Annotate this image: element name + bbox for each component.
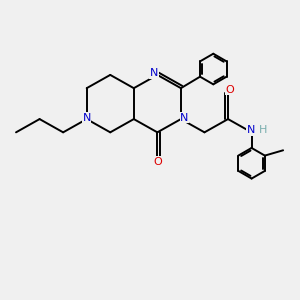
- Text: O: O: [225, 85, 234, 95]
- Text: H: H: [259, 125, 267, 135]
- Text: N: N: [82, 112, 91, 123]
- Text: O: O: [153, 157, 162, 167]
- Text: N: N: [180, 112, 189, 123]
- Text: N: N: [150, 68, 158, 78]
- Text: N: N: [247, 125, 255, 135]
